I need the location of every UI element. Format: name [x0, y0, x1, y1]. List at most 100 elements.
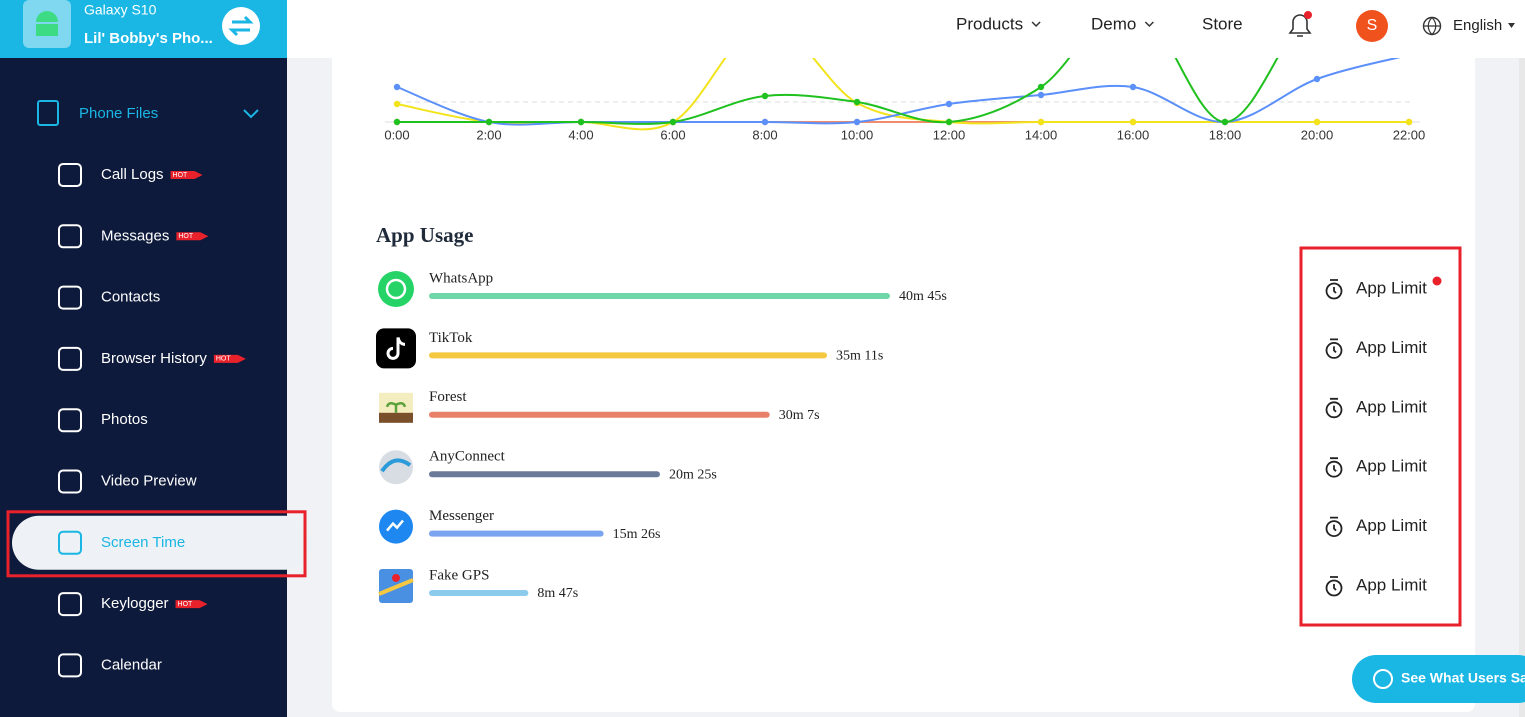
app-limit[interactable]: App Limit [1356, 575, 1427, 594]
nav-item[interactable]: Products [956, 14, 1023, 33]
app-icon-ground [379, 412, 413, 423]
series-point [577, 118, 585, 126]
app-name: Messenger [429, 508, 494, 524]
app-icon [376, 328, 416, 369]
nav-item[interactable]: Demo [1091, 14, 1136, 33]
item-label[interactable]: Browser History [101, 350, 207, 367]
item-icon [58, 592, 82, 617]
app-icon [379, 450, 413, 485]
x-tick-label: 12:00 [933, 127, 966, 142]
limit-icon [1325, 401, 1343, 419]
x-tick-label: 18:00 [1209, 127, 1242, 142]
chat-icon [1373, 669, 1393, 689]
app-icon-glyph [386, 519, 404, 532]
language[interactable]: English [1453, 17, 1502, 34]
app-limit[interactable]: App Limit [1356, 397, 1427, 416]
x-tick-label: 10:00 [841, 127, 874, 142]
item-icon [58, 346, 82, 371]
sidebar-items: Call Logs HOT Messages HOT Contacts Browser H… [6, 163, 312, 678]
usage-label: 15m 26s [613, 527, 661, 542]
item-icon [58, 530, 82, 555]
item-label[interactable]: Call Logs [101, 166, 164, 183]
series-point [1313, 75, 1321, 83]
limit-icon-hands [1330, 457, 1338, 472]
series-point [761, 92, 769, 100]
nav-item[interactable]: Store [1202, 14, 1243, 33]
item-label[interactable]: Messages [101, 227, 169, 244]
series-point [393, 100, 401, 108]
item-label[interactable]: Contacts [101, 289, 160, 306]
item-icon [58, 224, 82, 249]
app-limit[interactable]: App Limit [1356, 278, 1427, 297]
app-icon-glyph [385, 278, 407, 300]
usage-bar [429, 411, 770, 418]
chart: 0:00 2:00 4:00 6:00 8:00 10:00 12:00 14:00 16:00… [384, 58, 1425, 142]
hot-badge [176, 232, 209, 241]
hot-badge [213, 354, 246, 363]
app-icon [378, 271, 414, 307]
series-point [1129, 118, 1137, 126]
app-name: AnyConnect [429, 449, 506, 465]
app-icon-glyph [386, 337, 406, 360]
item-icon [58, 163, 82, 187]
switch-button[interactable] [222, 7, 260, 45]
x-tick-label: 20:00 [1301, 127, 1334, 142]
x-tick-label: 0:00 [384, 127, 409, 142]
app-icon-glyph [380, 458, 412, 473]
phone-files-icon [37, 100, 59, 126]
series-point [1037, 83, 1045, 91]
x-tick-label: 14:00 [1025, 127, 1058, 142]
nav: Products Demo Store S English [956, 10, 1515, 42]
series-point [945, 118, 953, 126]
series-point [1037, 91, 1045, 99]
limit-icon-hands [1330, 279, 1338, 294]
app-name: Forest [429, 389, 467, 405]
device-model: Galaxy S10 [84, 2, 157, 18]
usage-bar [429, 590, 529, 596]
series-point [853, 118, 861, 126]
avatar-letter: S [1367, 17, 1378, 34]
app-usage-title: App Usage [376, 223, 473, 247]
globe-lines [1423, 17, 1441, 36]
android-icon [36, 11, 58, 36]
usage-label: 40m 45s [899, 289, 947, 304]
notification-dot [1304, 11, 1312, 19]
app-limit[interactable]: App Limit [1356, 338, 1427, 357]
x-tick-label: 6:00 [660, 127, 685, 142]
app-icon-road [378, 578, 414, 596]
limit-icon [1325, 460, 1343, 478]
section-label[interactable]: Phone Files [79, 105, 158, 122]
chat-button[interactable] [1352, 655, 1525, 703]
app-limit[interactable]: App Limit [1356, 516, 1427, 535]
x-tick-label: 8:00 [752, 127, 777, 142]
app-name: WhatsApp [429, 270, 493, 286]
item-label[interactable]: Video Preview [101, 472, 197, 489]
bell-icon[interactable] [1288, 14, 1312, 37]
app-icon-sprout [385, 401, 407, 413]
usage-label: 35m 11s [836, 349, 883, 364]
series-point [853, 98, 861, 106]
nav-chevron [1144, 21, 1154, 28]
chat-label[interactable]: See What Users Say [1401, 670, 1525, 686]
app-limit[interactable]: App Limit [1356, 457, 1427, 476]
item-icon [58, 285, 82, 310]
series-point [485, 118, 493, 126]
item-label[interactable]: Photos [101, 411, 148, 428]
content-card [332, 40, 1475, 712]
chevron [243, 109, 259, 119]
series-point [1221, 118, 1229, 126]
avatar[interactable] [1356, 10, 1388, 42]
usage-label: 30m 7s [779, 408, 820, 423]
item-label[interactable]: Calendar [101, 656, 162, 673]
selected-highlight [6, 510, 307, 578]
nav-chevron [1031, 21, 1041, 28]
series-point [1037, 118, 1045, 126]
item-label[interactable]: Keylogger [101, 595, 169, 612]
limit-icon [1325, 341, 1343, 359]
series-point [1129, 83, 1137, 91]
limit-icon [1325, 579, 1343, 597]
item-label[interactable]: Screen Time [101, 534, 185, 551]
app-icon-pin [392, 574, 400, 582]
x-tick-label: 16:00 [1117, 127, 1150, 142]
